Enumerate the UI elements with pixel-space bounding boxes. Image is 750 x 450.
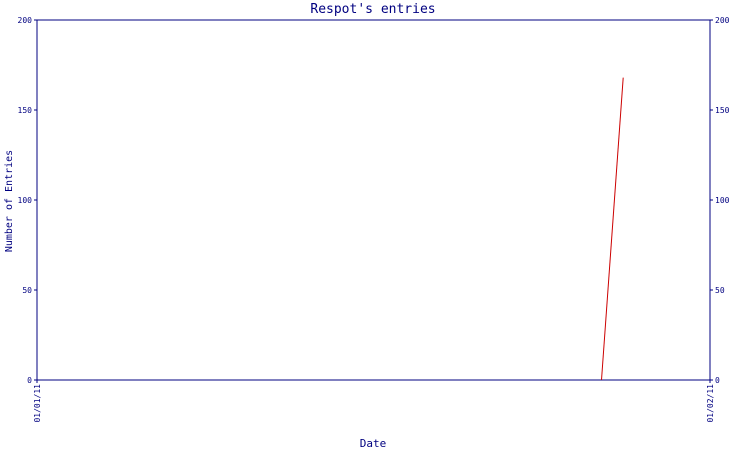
y-tick-label-right: 200 (715, 16, 730, 25)
plot-area: 0 0 50 50 100 100 150 150 200 200 01/01/11 01/02/11 (18, 16, 730, 423)
y-tick-label-right: 150 (715, 106, 730, 115)
series-line (601, 77, 624, 381)
y-axis-label: Number of Entries (4, 150, 15, 252)
y-tick-label-right: 50 (715, 286, 725, 295)
y-tick-label-left: 100 (18, 196, 33, 205)
chart-title: Respot's entries (310, 2, 435, 17)
plot-frame (36, 19, 711, 381)
y-tick-label-left: 50 (22, 286, 32, 295)
x-tick-label: 01/02/11 (706, 384, 715, 423)
y-tick-label-right: 0 (715, 376, 720, 385)
y-tick-label-left: 0 (27, 376, 32, 385)
x-tick-label: 01/01/11 (33, 384, 42, 423)
y-tick-label-right: 100 (715, 196, 730, 205)
x-axis-label: Date (360, 437, 387, 450)
y-tick-label-left: 200 (18, 16, 33, 25)
y-tick-label-left: 150 (18, 106, 33, 115)
